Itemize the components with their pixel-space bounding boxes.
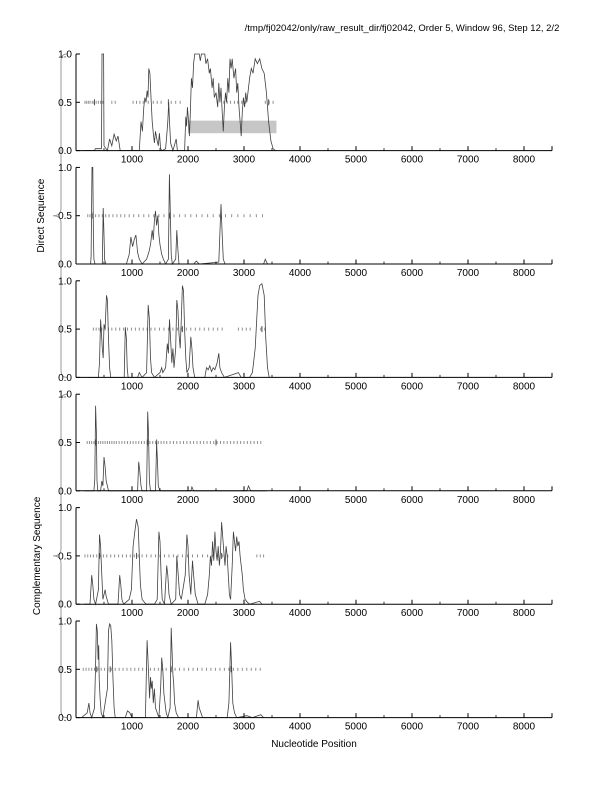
panel-direct-frame-1: 0.0 0.5 1.0 1000 2000 3000 4000 5000 6000 7000 800… (58, 50, 553, 166)
x-tick-label: 6000 (401, 268, 424, 279)
y-tick-label: 0.5 (58, 98, 72, 109)
x-tick-label: 2000 (177, 608, 200, 619)
panel-complementary-frame-3: 0.0 0.5 1.0 1000 2000 3000 4000 5000 6000 7000 800… (58, 617, 553, 733)
probability-curve (84, 166, 268, 266)
x-tick-label: 6000 (401, 155, 424, 166)
probability-curve (81, 622, 264, 720)
x-tick-label: 3000 (233, 155, 256, 166)
x-tick-label: 3000 (233, 722, 256, 733)
y-tick-label: 1.0 (58, 50, 72, 61)
y-tick-label: 0.5 (58, 551, 72, 562)
y-tick-label: 0.5 (58, 438, 72, 449)
x-tick-label: 2000 (177, 155, 200, 166)
panel-direct-frame-3: 0.0 0.5 1.0 1000 2000 3000 4000 5000 6000 7000 800… (58, 276, 553, 392)
panel-complementary-frame-2: 0.0 0.5 1.0 1000 2000 3000 4000 5000 6000 7000 800… (58, 503, 553, 619)
x-tick-label: 2000 (177, 268, 200, 279)
x-tick-label: 8000 (513, 722, 536, 733)
x-tick-label: 3000 (233, 608, 256, 619)
x-tick-label: 5000 (345, 722, 368, 733)
y-tick-label: 0.0 (58, 486, 72, 497)
x-tick-label: 4000 (289, 608, 312, 619)
x-tick-label: 4000 (289, 381, 312, 392)
panel-direct-frame-2: 0.0 0.5 1.0 1000 2000 3000 4000 5000 6000 7000 800… (58, 163, 553, 279)
y-tick-label: 1.0 (58, 503, 72, 514)
direct-group-brace (52, 53, 68, 378)
x-tick-label: 3000 (233, 268, 256, 279)
x-tick-label: 7000 (457, 608, 480, 619)
probability-curve (84, 53, 276, 153)
probability-curve (84, 519, 263, 606)
highlight-bar (188, 120, 277, 134)
x-tick-label: 4000 (289, 268, 312, 279)
x-tick-label: 2000 (177, 381, 200, 392)
direct-sequence-label: Direct Sequence (36, 178, 47, 252)
x-tick-label: 7000 (457, 381, 480, 392)
y-tick-label: 0.0 (58, 713, 72, 724)
x-tick-label: 1000 (121, 722, 144, 733)
plot-title: /tmp/fj02042/only/raw_result_dir/fj02042… (245, 23, 560, 34)
x-tick-label: 1000 (121, 495, 144, 506)
x-tick-label: 1000 (121, 608, 144, 619)
x-tick-label: 5000 (345, 608, 368, 619)
x-axis-label: Nucleotide Position (271, 739, 357, 750)
y-tick-label: 1.0 (58, 276, 72, 287)
y-tick-label: 0.0 (58, 373, 72, 384)
x-tick-label: 4000 (289, 155, 312, 166)
panel-complementary-frame-1: 0.0 0.5 1.0 1000 2000 3000 4000 5000 6000 7000 800… (58, 390, 553, 506)
x-tick-label: 1000 (121, 381, 144, 392)
y-tick-label: 0.0 (58, 260, 72, 271)
x-tick-label: 7000 (457, 268, 480, 279)
x-tick-label: 5000 (345, 268, 368, 279)
x-tick-label: 8000 (513, 495, 536, 506)
x-tick-label: 5000 (345, 155, 368, 166)
x-tick-label: 3000 (233, 381, 256, 392)
x-tick-label: 2000 (177, 722, 200, 733)
y-tick-label: 0.0 (58, 600, 72, 611)
x-tick-label: 1000 (121, 155, 144, 166)
probability-curve (84, 405, 267, 492)
panels-container: 0.0 0.5 1.0 1000 2000 3000 4000 5000 6000 7000 800… (58, 50, 553, 733)
complementary-sequence-label: Complementary Sequence (32, 496, 43, 615)
y-tick-label: 1.0 (58, 163, 72, 174)
x-tick-label: 7000 (457, 495, 480, 506)
x-tick-label: 2000 (177, 495, 200, 506)
x-tick-label: 7000 (457, 155, 480, 166)
x-tick-label: 1000 (121, 268, 144, 279)
y-tick-label: 1.0 (58, 617, 72, 628)
x-tick-label: 5000 (345, 495, 368, 506)
x-tick-label: 8000 (513, 155, 536, 166)
y-tick-label: 0.5 (58, 325, 72, 336)
x-tick-label: 7000 (457, 722, 480, 733)
x-tick-label: 6000 (401, 722, 424, 733)
x-tick-label: 5000 (345, 381, 368, 392)
y-tick-label: 1.0 (58, 390, 72, 401)
y-tick-label: 0.5 (58, 211, 72, 222)
complementary-group-brace (52, 393, 68, 719)
x-tick-label: 6000 (401, 381, 424, 392)
y-tick-label: 0.5 (58, 665, 72, 676)
x-tick-label: 8000 (513, 608, 536, 619)
x-tick-label: 4000 (289, 495, 312, 506)
x-tick-label: 8000 (513, 381, 536, 392)
x-tick-label: 3000 (233, 495, 256, 506)
y-tick-label: 0.0 (58, 146, 72, 157)
x-tick-label: 6000 (401, 495, 424, 506)
x-tick-label: 6000 (401, 608, 424, 619)
x-tick-label: 8000 (513, 268, 536, 279)
x-tick-label: 4000 (289, 722, 312, 733)
